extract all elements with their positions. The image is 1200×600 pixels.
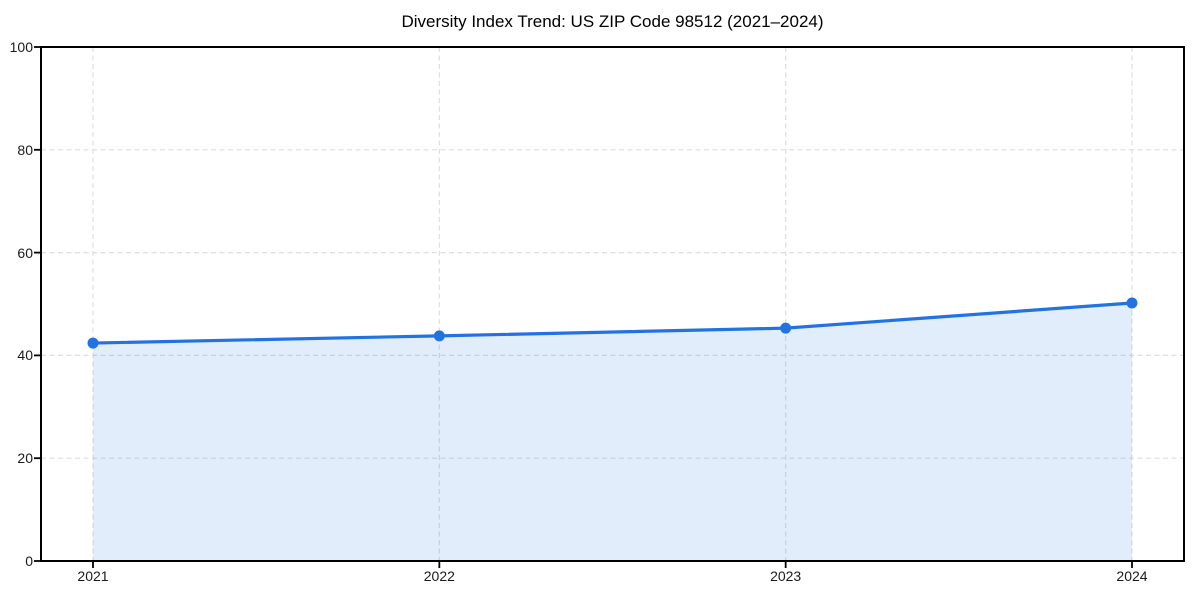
y-tick-label: 80 bbox=[17, 141, 33, 158]
data-point-2021 bbox=[87, 337, 99, 349]
plot-area bbox=[34, 46, 1185, 568]
chart-canvas bbox=[34, 46, 1185, 568]
plot-frame bbox=[40, 46, 1185, 562]
y-tick-label: 20 bbox=[17, 450, 33, 467]
x-tick-label: 2022 bbox=[423, 568, 455, 584]
chart-title: Diversity Index Trend: US ZIP Code 98512… bbox=[401, 12, 824, 31]
area-fill bbox=[93, 302, 1132, 561]
y-tick-label: 100 bbox=[9, 39, 33, 55]
x-tick-label: 2024 bbox=[1116, 568, 1148, 584]
data-point-2024 bbox=[1126, 297, 1138, 309]
trend-line bbox=[91, 301, 1134, 345]
data-point-2023 bbox=[780, 322, 792, 334]
data-point-2022 bbox=[433, 330, 445, 342]
y-tick-label: 0 bbox=[25, 553, 33, 569]
x-tick-label: 2021 bbox=[77, 568, 109, 584]
y-tick-label: 60 bbox=[17, 244, 33, 261]
y-tick-label: 40 bbox=[17, 347, 33, 364]
x-tick-label: 2023 bbox=[770, 568, 802, 584]
